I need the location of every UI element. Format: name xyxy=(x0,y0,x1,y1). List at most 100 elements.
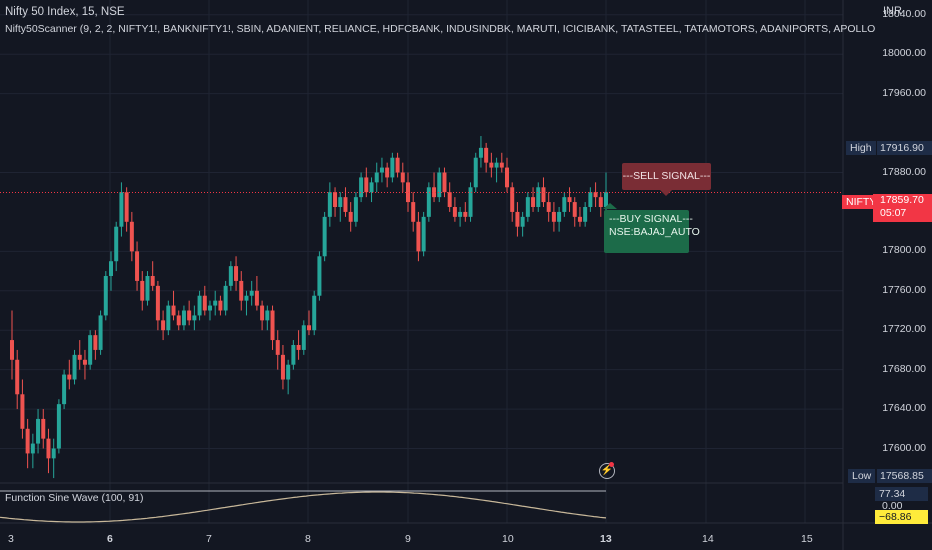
candle-body xyxy=(291,345,296,365)
buy-signal-label[interactable]: ---BUY SIGNAL--- NSE:BAJAJ_AUTO xyxy=(604,210,700,253)
candle-body xyxy=(296,345,301,350)
candle-body xyxy=(129,221,134,252)
candle-body xyxy=(88,335,93,365)
candle-body xyxy=(536,187,541,207)
candle-body xyxy=(525,197,530,217)
symbol-tag: NIFTY xyxy=(842,195,881,209)
price-scale-label: 17600.00 xyxy=(882,441,926,454)
candle-body xyxy=(244,295,249,301)
candle-body xyxy=(577,216,582,222)
oscillator-title[interactable]: Function Sine Wave (100, 91) xyxy=(5,492,144,504)
time-axis-label: 7 xyxy=(206,533,212,545)
candle-body xyxy=(588,192,593,207)
candle-body xyxy=(93,335,98,350)
candle-body xyxy=(30,443,35,454)
sell-pointer xyxy=(659,189,673,196)
candle-body xyxy=(20,394,25,429)
scanner-legend[interactable]: Nifty50Scanner (9, 2, 2, NIFTY1!, BANKNI… xyxy=(5,23,875,35)
candle-body xyxy=(234,266,239,281)
buy-pointer xyxy=(603,203,617,209)
candle-body xyxy=(567,197,572,203)
candle-body xyxy=(307,325,311,331)
time-axis-label: 6 xyxy=(107,533,113,545)
candle-body xyxy=(604,192,608,207)
candle-body xyxy=(463,211,468,217)
candle-body xyxy=(442,172,447,193)
candle-body xyxy=(343,197,348,212)
candle-body xyxy=(260,305,265,321)
time-axis-label: 10 xyxy=(502,533,514,545)
candle-body xyxy=(374,172,379,183)
candle-body xyxy=(546,202,551,212)
candle-body xyxy=(41,418,46,439)
candle-body xyxy=(541,187,546,203)
bar-countdown: 05:07 xyxy=(880,207,907,219)
candle-body xyxy=(286,364,291,380)
candle-body xyxy=(379,167,384,173)
candle-body xyxy=(15,359,20,395)
candle-body xyxy=(327,192,332,217)
candle-body xyxy=(103,276,108,316)
candle-body xyxy=(494,162,499,168)
candle-body xyxy=(395,157,400,173)
candle-body xyxy=(213,300,218,306)
candle-body xyxy=(145,276,150,301)
candle-body xyxy=(400,172,405,183)
candle-body xyxy=(270,310,275,341)
candle-body xyxy=(572,202,577,217)
price-scale-label: 17640.00 xyxy=(882,402,926,415)
candle-body xyxy=(119,192,124,227)
candle-body xyxy=(301,325,306,350)
candle-body xyxy=(510,187,515,212)
currency-label: INR xyxy=(883,5,902,17)
lightning-icon[interactable]: ⚡ xyxy=(599,463,615,479)
notification-dot xyxy=(609,462,614,467)
sine-wave-line xyxy=(0,491,607,523)
low-label: Low xyxy=(848,469,876,483)
candle-body xyxy=(51,448,56,459)
candle-body xyxy=(312,295,317,331)
candle-body xyxy=(223,285,228,311)
candle-body xyxy=(150,276,155,286)
candle-body xyxy=(484,147,489,163)
candle-body xyxy=(202,295,207,311)
candle-body xyxy=(421,216,426,252)
candle-body xyxy=(499,162,504,168)
candle-body xyxy=(452,207,457,217)
candle-body xyxy=(192,315,197,321)
candle-body xyxy=(124,192,129,222)
time-axis-label: 13 xyxy=(600,533,612,545)
candle-body xyxy=(426,187,431,217)
candle-body xyxy=(239,280,244,301)
candle-body xyxy=(593,192,598,198)
candle-body xyxy=(25,428,30,454)
candle-body xyxy=(505,167,509,188)
candle-body xyxy=(322,216,327,257)
low-value: 17568.85 xyxy=(877,469,932,483)
buy-signal-symbol: NSE:BAJAJ_AUTO xyxy=(609,225,700,238)
last-price: 17859.70 xyxy=(880,194,924,206)
time-axis-label: 9 xyxy=(405,533,411,545)
candle-body xyxy=(280,354,285,380)
candle-body xyxy=(551,211,556,222)
candle-body xyxy=(181,310,186,326)
oscillator-value-b: 0.00 xyxy=(882,500,903,512)
candle-body xyxy=(72,354,77,380)
price-scale-label: 17880.00 xyxy=(882,165,926,178)
candle-body xyxy=(46,438,51,459)
chart-title[interactable]: Nifty 50 Index, 15, NSE xyxy=(5,6,125,18)
candle-body xyxy=(187,310,192,321)
candle-body xyxy=(77,354,82,360)
candle-body xyxy=(348,211,353,222)
high-value: 17916.90 xyxy=(877,141,932,155)
time-axis-label: 3 xyxy=(8,533,14,545)
candle-body xyxy=(562,197,567,212)
candle-body xyxy=(218,300,223,311)
candle-body xyxy=(155,285,160,321)
candle-body xyxy=(353,197,358,222)
candle-body xyxy=(369,182,374,193)
sell-signal-label[interactable]: ---SELL SIGNAL--- xyxy=(622,163,711,190)
candle-body xyxy=(447,192,452,207)
price-scale-label: 17800.00 xyxy=(882,244,926,257)
